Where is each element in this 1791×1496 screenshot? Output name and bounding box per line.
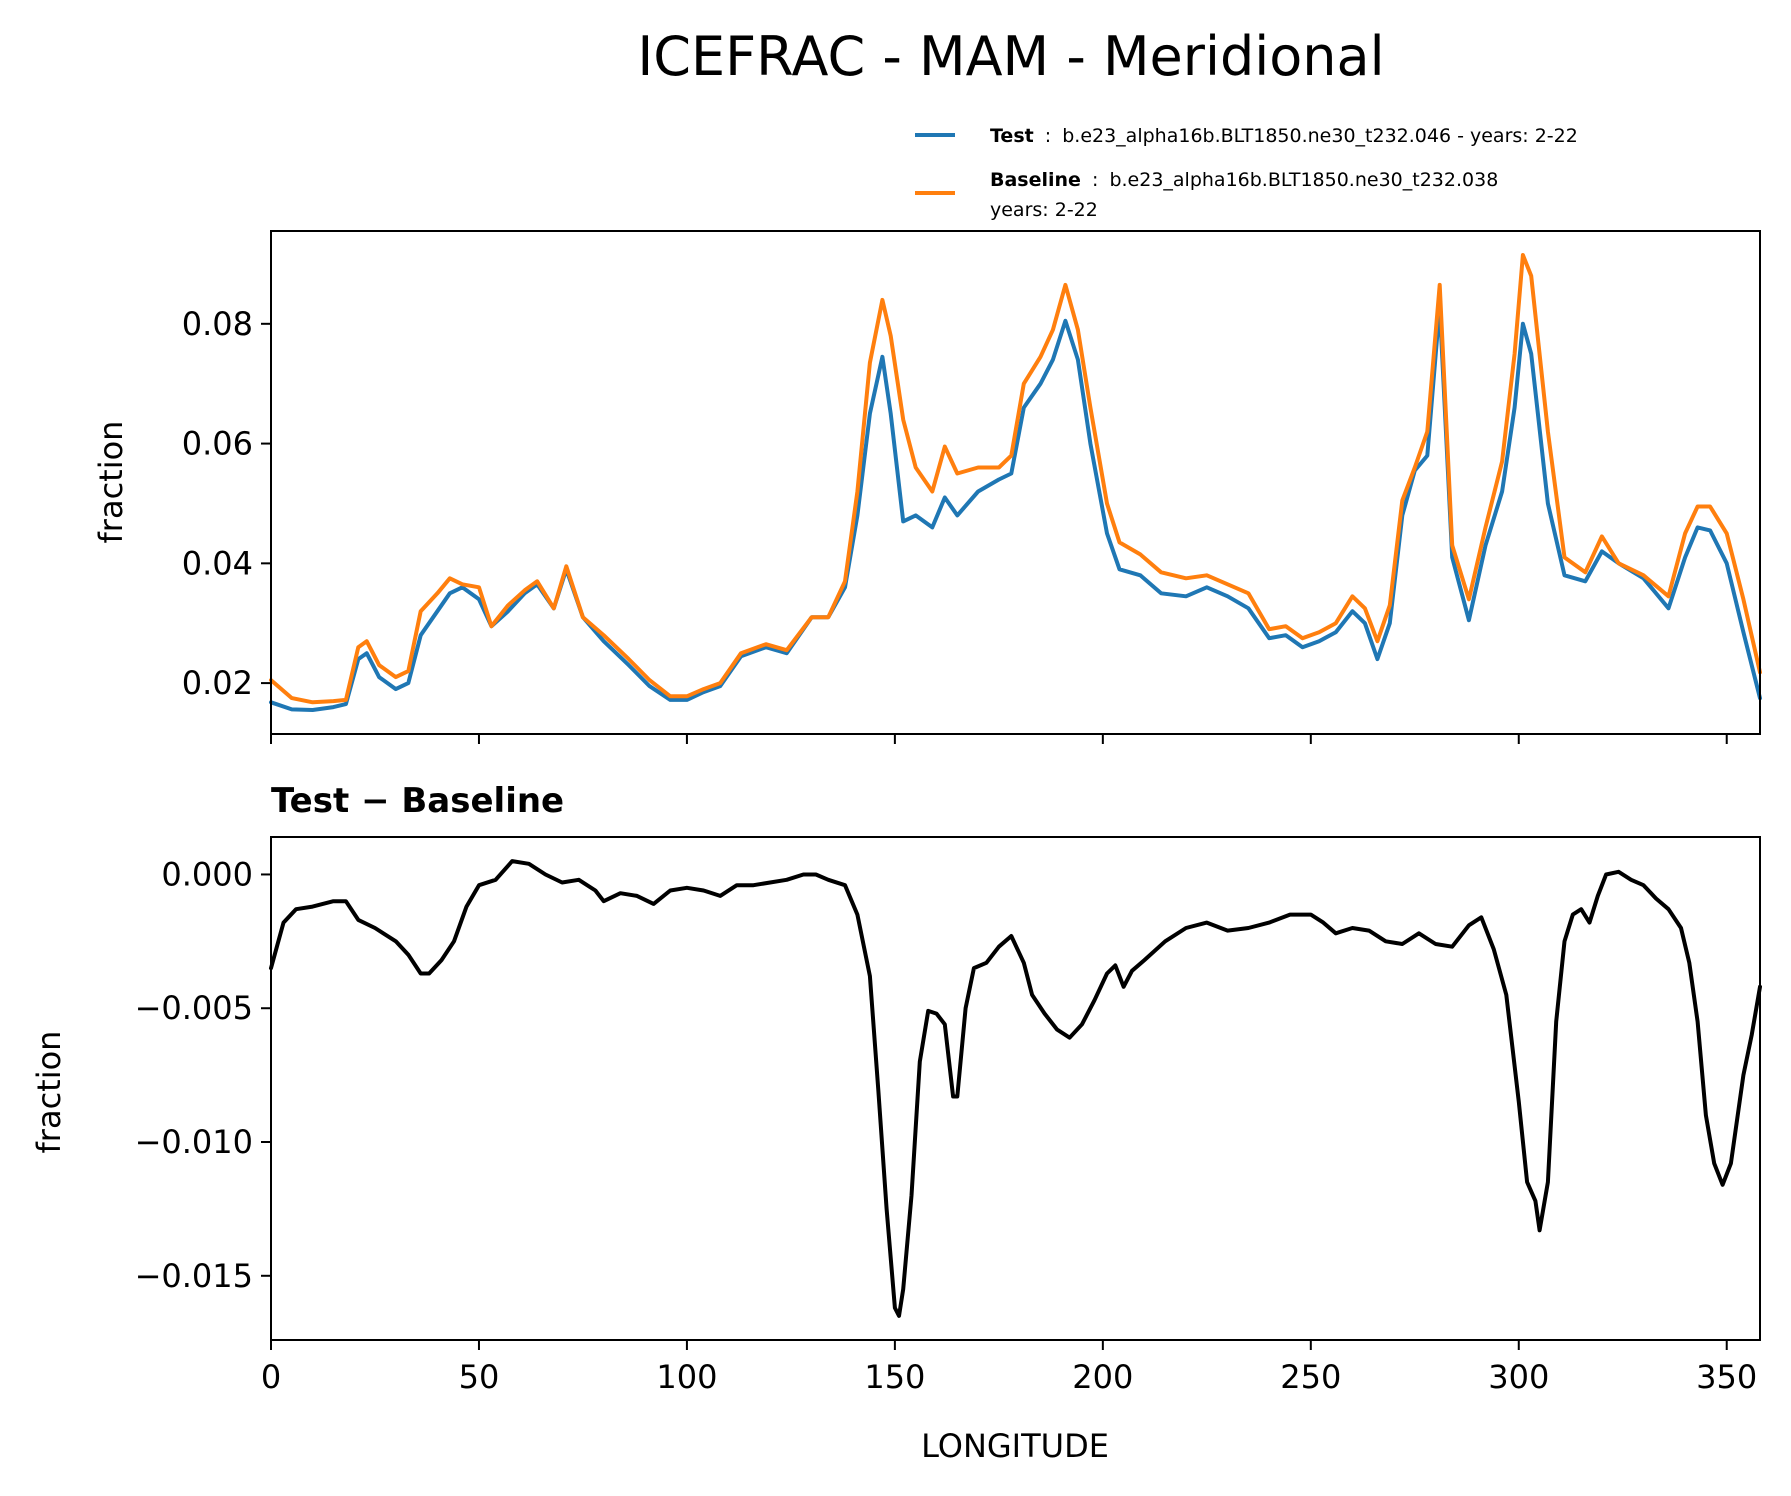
y-tick-label: 0.000 xyxy=(161,855,253,893)
legend-entry-test: Test : b.e23_alpha16b.BLT1850.ne30_t232.… xyxy=(990,125,1578,147)
bottom-panel-frame xyxy=(270,836,1761,1341)
x-tick-label: 100 xyxy=(656,1358,717,1396)
bottom-panel-series xyxy=(269,859,1762,1318)
series-line-baseline xyxy=(269,253,1762,705)
bottom-panel-ylabel: fraction xyxy=(30,1031,68,1154)
bottom-panel-yticks: 0.000 −0.005 −0.010 −0.015 xyxy=(135,855,271,1295)
x-tick-label: 150 xyxy=(864,1358,925,1396)
y-tick-label: 0.04 xyxy=(182,544,253,582)
y-tick-label: 0.08 xyxy=(182,305,253,343)
x-tick-label: 50 xyxy=(459,1358,500,1396)
bottom-panel: Test − Baseline 0 50 100 150 200 250 300 350 0.… xyxy=(30,781,1762,1465)
y-tick-label: −0.010 xyxy=(135,1123,253,1161)
legend-separator-baseline: : xyxy=(1092,169,1098,191)
top-panel-ylabel: fraction xyxy=(92,421,130,544)
legend-desc-baseline: b.e23_alpha16b.BLT1850.ne30_t232.038 xyxy=(1109,169,1498,191)
legend: Test : b.e23_alpha16b.BLT1850.ne30_t232.… xyxy=(915,125,1578,221)
y-tick-label: −0.015 xyxy=(135,1257,253,1295)
top-panel-yticks: 0.02 0.04 0.06 0.08 xyxy=(182,305,271,702)
figure-title: ICEFRAC - MAM - Meridional xyxy=(637,25,1384,88)
legend-desc-test: b.e23_alpha16b.BLT1850.ne30_t232.046 - y… xyxy=(1062,125,1578,147)
x-tick-label: 200 xyxy=(1072,1358,1133,1396)
bottom-panel-xticks: 0 50 100 150 200 250 300 350 xyxy=(261,1340,1757,1396)
legend-label-test: Test xyxy=(990,125,1034,147)
x-tick-label: 350 xyxy=(1696,1358,1757,1396)
top-panel-frame xyxy=(270,230,1761,735)
top-panel-xticks xyxy=(270,734,1728,744)
y-tick-label: 0.06 xyxy=(182,425,253,463)
top-panel-series xyxy=(269,253,1762,712)
legend-separator-test: : xyxy=(1045,125,1051,147)
x-axis-label: LONGITUDE xyxy=(921,1427,1109,1465)
series-line-test-baseline xyxy=(269,859,1762,1318)
y-tick-label: 0.02 xyxy=(182,664,253,702)
x-tick-label: 250 xyxy=(1280,1358,1341,1396)
x-tick-label: 0 xyxy=(261,1358,281,1396)
legend-entry-baseline: Baseline : b.e23_alpha16b.BLT1850.ne30_t… xyxy=(990,169,1498,191)
y-tick-label: −0.005 xyxy=(135,989,253,1027)
x-tick-label: 300 xyxy=(1488,1358,1549,1396)
legend-desc-baseline-line2: years: 2-22 xyxy=(990,199,1098,221)
legend-label-baseline: Baseline xyxy=(990,169,1081,191)
top-panel: 0.02 0.04 0.06 0.08 fraction xyxy=(92,230,1762,744)
bottom-panel-title: Test − Baseline xyxy=(271,781,564,821)
